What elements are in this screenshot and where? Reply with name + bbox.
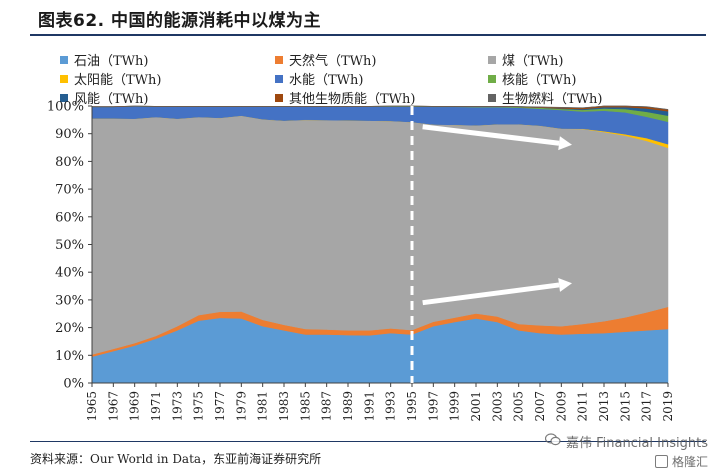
watermark: 嘉伟 Financial Insights 格隆汇 xyxy=(544,432,708,470)
y-tick-label: 70% xyxy=(55,183,84,198)
x-tick-label: 1979 xyxy=(234,391,248,422)
x-tick-label: 2017 xyxy=(640,391,654,422)
legend-label: 煤（TWh) xyxy=(502,54,564,69)
x-tick-label: 2003 xyxy=(490,391,504,422)
x-tick-label: 1965 xyxy=(85,391,99,422)
x-tick-label: 1981 xyxy=(256,391,270,422)
x-tick-label: 1973 xyxy=(170,391,184,422)
legend-swatch xyxy=(275,55,283,64)
x-tick-label: 2015 xyxy=(618,391,632,422)
legend-item: 水能（TWh) xyxy=(275,69,363,88)
x-tick-label: 2019 xyxy=(661,391,675,422)
source-note: 资料来源：Our World in Data，东亚前海证券研究所 xyxy=(30,452,322,466)
x-tick-label: 1997 xyxy=(426,391,440,422)
area-series xyxy=(92,105,669,110)
legend-label: 风能（TWh) xyxy=(74,92,149,107)
legend-item: 生物燃料（TWh) xyxy=(488,88,602,107)
x-tick-label: 1987 xyxy=(320,391,334,422)
legend-swatch xyxy=(488,74,496,83)
legend-item: 风能（TWh) xyxy=(60,88,148,107)
legend-swatch xyxy=(60,93,68,102)
legend-swatch xyxy=(275,93,283,102)
x-tick-label: 2001 xyxy=(469,391,483,422)
x-tick-label: 1989 xyxy=(341,391,355,422)
x-tick-label: 1983 xyxy=(277,391,291,422)
legend-swatch xyxy=(488,55,496,64)
y-tick-label: 30% xyxy=(55,293,84,308)
y-tick-label: 10% xyxy=(55,349,84,364)
y-tick-label: 80% xyxy=(55,155,84,170)
x-tick-label: 1999 xyxy=(448,391,462,422)
x-tick-label: 1991 xyxy=(362,391,376,422)
y-tick-label: 50% xyxy=(55,238,84,253)
legend-label: 核能（TWh) xyxy=(502,73,577,88)
trend-arrow xyxy=(422,282,560,306)
legend-item: 其他生物质能（TWh) xyxy=(275,88,415,107)
x-tick-label: 2011 xyxy=(576,391,590,422)
watermark-text: 嘉伟 Financial Insights xyxy=(565,436,708,451)
legend-item: 核能（TWh) xyxy=(488,69,576,88)
x-tick-label: 1967 xyxy=(106,391,120,422)
x-tick-label: 2013 xyxy=(597,391,611,422)
gelonghui-logo-icon xyxy=(654,455,668,468)
trend-arrow-head xyxy=(558,136,572,151)
y-tick-label: 0% xyxy=(63,377,84,392)
title-rule xyxy=(30,34,706,36)
legend-swatch xyxy=(275,74,283,83)
figure-title: 图表62. 中国的能源消耗中以煤为主 xyxy=(38,11,322,31)
legend-label: 其他生物质能（TWh) xyxy=(289,92,416,107)
legend-swatch xyxy=(488,93,496,102)
legend-item: 天然气（TWh) xyxy=(275,50,376,69)
x-tick-label: 1985 xyxy=(298,391,312,422)
legend-label: 水能（TWh) xyxy=(289,73,364,88)
x-tick-label: 2007 xyxy=(533,391,547,422)
x-tick-label: 1975 xyxy=(192,391,206,422)
y-tick-label: 40% xyxy=(55,266,84,281)
area-series xyxy=(91,115,669,355)
legend-item: 太阳能（TWh) xyxy=(60,69,161,88)
legend-item: 石油（TWh) xyxy=(60,50,148,69)
legend-label: 生物燃料（TWh) xyxy=(502,92,603,107)
legend-label: 石油（TWh) xyxy=(74,54,149,69)
wechat-icon xyxy=(544,433,561,450)
x-tick-label: 1977 xyxy=(213,391,227,422)
y-tick-label: 90% xyxy=(55,127,84,142)
x-tick-label: 2005 xyxy=(512,391,526,422)
watermark-source: 格隆汇 xyxy=(671,455,708,469)
trend-arrow xyxy=(422,124,560,146)
y-tick-label: 60% xyxy=(55,210,84,225)
x-tick-label: 1971 xyxy=(149,391,163,422)
legend-label: 太阳能（TWh) xyxy=(74,73,162,88)
y-tick-label: 20% xyxy=(55,321,84,336)
legend-label: 天然气（TWh) xyxy=(289,54,377,69)
legend-swatch xyxy=(60,55,68,64)
x-tick-label: 2009 xyxy=(554,391,568,422)
y-tick-label: 100% xyxy=(47,100,84,115)
legend-swatch xyxy=(60,74,68,83)
x-tick-label: 1993 xyxy=(384,391,398,422)
x-tick-label: 1995 xyxy=(405,391,419,422)
x-tick-label: 1969 xyxy=(128,391,142,422)
legend-item: 煤（TWh) xyxy=(488,50,563,69)
trend-arrow-head xyxy=(558,278,572,292)
footer-rule xyxy=(30,441,706,442)
